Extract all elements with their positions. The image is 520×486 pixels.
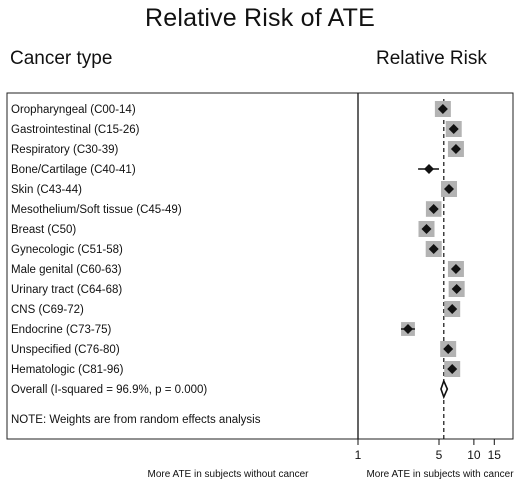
point-estimate — [448, 124, 459, 134]
point-estimate — [444, 184, 455, 194]
overall-diamond — [440, 378, 449, 400]
row-label: Bone/Cartilage (C40-41) — [11, 164, 136, 176]
row-label: Endocrine (C73-75) — [11, 324, 112, 336]
point-estimate — [424, 164, 435, 174]
point-estimate — [421, 224, 432, 234]
point-estimate — [447, 304, 458, 314]
point-estimate — [447, 364, 458, 374]
row-label: Hematologic (C81-96) — [11, 364, 124, 376]
row-label: Male genital (C60-63) — [11, 264, 122, 276]
plot-border — [6, 92, 514, 440]
row-label: CNS (C69-72) — [11, 304, 84, 316]
x-caption-left: More ATE in subjects without cancer — [148, 469, 310, 480]
x-tick-label: 1 — [355, 448, 362, 462]
overall-label: Overall (I-squared = 96.9%, p = 0.000) — [11, 384, 207, 396]
x-tick-label: 5 — [436, 448, 443, 462]
point-estimate — [450, 144, 461, 154]
row-label: Gynecologic (C51-58) — [11, 244, 123, 256]
x-tick-label: 15 — [488, 448, 502, 462]
row-label: Skin (C43-44) — [11, 184, 82, 196]
point-estimate — [443, 344, 454, 354]
row-label: Breast (C50) — [11, 224, 76, 236]
point-estimate — [428, 204, 439, 214]
row-label: Mesothelium/Soft tissue (C45-49) — [11, 204, 182, 216]
cancer-type-header: Cancer type — [10, 48, 113, 69]
relative-risk-header: Relative Risk — [376, 48, 487, 69]
row-label: Urinary tract (C64-68) — [11, 284, 122, 296]
x-caption-right: More ATE in subjects with cancer — [366, 469, 514, 480]
plot-rows: Oropharyngeal (C00-14) Gastrointestinal (… — [11, 101, 465, 426]
point-estimate — [437, 104, 448, 114]
point-estimate — [451, 284, 462, 294]
x-tick-label: 10 — [467, 448, 481, 462]
point-estimate — [450, 264, 461, 274]
weights-note: NOTE: Weights are from random effects an… — [11, 414, 261, 426]
row-label: Respiratory (C30-39) — [11, 144, 119, 156]
point-estimate — [402, 324, 413, 334]
point-estimate — [428, 244, 439, 254]
row-label: Unspecified (C76-80) — [11, 344, 120, 356]
row-label: Oropharyngeal (C00-14) — [11, 104, 136, 116]
chart-title: Relative Risk of ATE — [144, 4, 375, 32]
row-label: Gastrointestinal (C15-26) — [11, 124, 140, 136]
